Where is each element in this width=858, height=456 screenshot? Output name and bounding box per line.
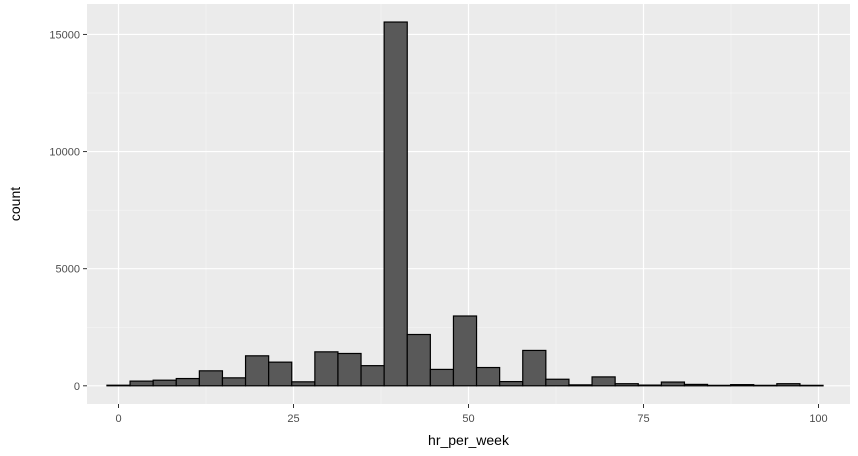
- histogram-bar: [799, 384, 824, 387]
- x-tick-label: 25: [287, 413, 299, 425]
- histogram-bar: [637, 384, 662, 387]
- histogram-bar: [499, 380, 524, 387]
- y-tick-label: 5000: [56, 264, 80, 276]
- histogram-bar: [383, 21, 408, 387]
- y-tick-label: 0: [74, 381, 80, 393]
- histogram-bar: [475, 366, 501, 387]
- histogram-bars: [106, 21, 824, 387]
- y-tick-label: 10000: [49, 147, 80, 159]
- y-tick-label: 15000: [49, 29, 80, 41]
- y-axis-ticks: 0 5000 10000 15000: [49, 29, 87, 393]
- histogram-bar: [614, 383, 639, 387]
- histogram-bar: [244, 355, 270, 387]
- histogram-bar: [221, 377, 247, 387]
- histogram-bar: [452, 315, 478, 387]
- x-tick-label: 75: [637, 413, 649, 425]
- histogram-bar: [660, 381, 686, 387]
- histogram-bar: [730, 384, 755, 387]
- histogram-bar: [291, 381, 316, 387]
- x-tick-label: 0: [115, 413, 121, 425]
- histogram-bar: [706, 384, 732, 387]
- histogram-bar: [360, 365, 385, 387]
- histogram-bar: [776, 383, 801, 387]
- histogram-bar: [314, 351, 339, 387]
- x-tick-label: 50: [462, 413, 474, 425]
- histogram-bar: [268, 361, 293, 387]
- histogram-bar: [545, 378, 570, 387]
- x-axis-title: hr_per_week: [428, 432, 510, 448]
- y-axis-title: count: [7, 187, 23, 221]
- histogram-bar: [429, 368, 455, 387]
- histogram-bar: [337, 352, 362, 387]
- histogram-bar: [175, 377, 200, 387]
- histogram-bar: [198, 370, 224, 387]
- x-tick-label: 100: [809, 413, 827, 425]
- histogram-bar: [522, 349, 547, 387]
- histogram-bar: [106, 384, 131, 387]
- histogram-bar: [406, 333, 431, 387]
- histogram-bar: [591, 376, 616, 387]
- histogram-bar: [129, 380, 154, 387]
- histogram-bar: [152, 379, 177, 387]
- histogram-bar: [568, 384, 593, 387]
- histogram-bar: [753, 384, 778, 387]
- histogram-bar: [683, 383, 709, 387]
- x-axis-ticks: 0 25 50 75 100: [115, 404, 828, 425]
